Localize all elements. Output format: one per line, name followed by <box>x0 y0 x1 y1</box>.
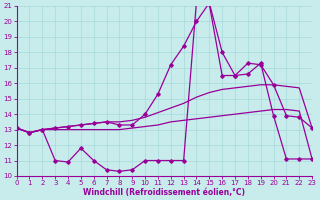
X-axis label: Windchill (Refroidissement éolien,°C): Windchill (Refroidissement éolien,°C) <box>84 188 245 197</box>
